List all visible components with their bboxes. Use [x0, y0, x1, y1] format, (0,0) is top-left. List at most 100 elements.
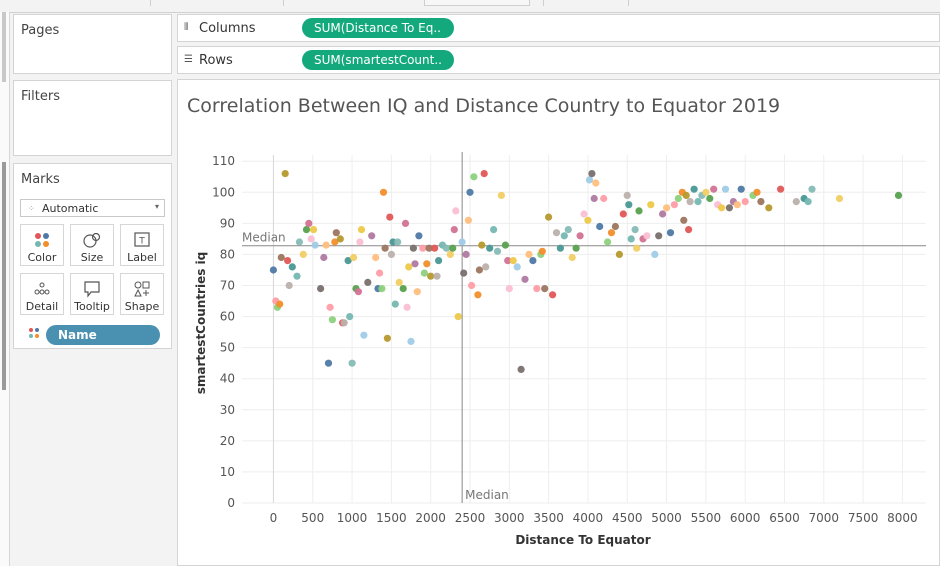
scatter-point[interactable]: [509, 257, 517, 265]
mark-type-dropdown[interactable]: ⁘ Automatic ▾: [20, 199, 165, 217]
scatter-point[interactable]: [757, 198, 765, 206]
scatter-point[interactable]: [541, 285, 549, 293]
scatter-point[interactable]: [560, 232, 568, 240]
label-button[interactable]: T Label: [120, 224, 164, 266]
scatter-point[interactable]: [568, 253, 576, 262]
scatter-point[interactable]: [435, 257, 443, 265]
scatter-point[interactable]: [466, 188, 474, 196]
scatter-point[interactable]: [706, 194, 714, 203]
scatter-point[interactable]: [493, 247, 502, 255]
scatter-point[interactable]: [517, 365, 525, 373]
scatter-point[interactable]: [427, 272, 435, 280]
rows-pill[interactable]: SUM(smartestCount..: [302, 50, 454, 70]
scatter-point[interactable]: [449, 244, 457, 252]
scatter-point[interactable]: [475, 266, 483, 274]
scatter-point[interactable]: [741, 198, 749, 206]
scatter-point[interactable]: [623, 191, 631, 199]
scatter-point[interactable]: [525, 250, 533, 258]
scatter-point[interactable]: [737, 185, 745, 193]
scatter-point[interactable]: [309, 226, 318, 234]
pages-card[interactable]: Pages: [13, 14, 172, 74]
scatter-point[interactable]: [529, 257, 537, 265]
scatter-point[interactable]: [470, 173, 478, 181]
data-points[interactable]: [269, 170, 903, 373]
scatter-point[interactable]: [276, 300, 284, 308]
scatter-point[interactable]: [285, 281, 293, 290]
scatter-point[interactable]: [663, 204, 671, 212]
color-button[interactable]: Color: [20, 224, 64, 266]
scatter-point[interactable]: [379, 188, 388, 196]
scatter-point[interactable]: [718, 204, 726, 212]
scatter-point[interactable]: [413, 288, 421, 296]
scatter-point[interactable]: [407, 337, 415, 345]
columns-pill[interactable]: SUM(Distance To Eq..: [302, 18, 454, 38]
scatter-point[interactable]: [894, 191, 903, 199]
scatter-point[interactable]: [733, 201, 741, 209]
scatter-point[interactable]: [659, 210, 667, 218]
scatter-point[interactable]: [281, 170, 289, 178]
scatter-point[interactable]: [399, 285, 407, 293]
scatter-point[interactable]: [348, 359, 356, 367]
scatter-point[interactable]: [420, 269, 428, 277]
scatter-point[interactable]: [710, 185, 718, 193]
scatter-point[interactable]: [381, 244, 389, 252]
scatter-point[interactable]: [269, 266, 277, 274]
scatter-point[interactable]: [549, 291, 557, 299]
scatter-point[interactable]: [464, 216, 472, 224]
scatter-point[interactable]: [458, 238, 466, 246]
scatter-point[interactable]: [584, 216, 592, 224]
scatter-point[interactable]: [401, 219, 410, 227]
scatter-point[interactable]: [643, 232, 651, 240]
scatter-point[interactable]: [403, 303, 411, 311]
scatter-point[interactable]: [552, 229, 561, 237]
scatter-point[interactable]: [808, 185, 816, 193]
detail-button[interactable]: Detail: [20, 273, 64, 315]
scatter-point[interactable]: [320, 253, 328, 262]
scatter-point[interactable]: [666, 229, 675, 237]
scatter-point[interactable]: [326, 303, 334, 311]
scatter-point[interactable]: [433, 272, 441, 280]
scatter-point[interactable]: [690, 185, 698, 193]
scatter-point[interactable]: [627, 235, 635, 243]
scatter-point[interactable]: [604, 238, 612, 246]
filters-card[interactable]: Filters: [13, 80, 172, 156]
scatter-point[interactable]: [394, 238, 402, 246]
scatter-point[interactable]: [293, 272, 301, 280]
scatter-point[interactable]: [564, 226, 572, 234]
scatter-point[interactable]: [702, 188, 710, 196]
scatter-point[interactable]: [344, 257, 352, 265]
scatter-point[interactable]: [777, 185, 785, 193]
scatter-point[interactable]: [360, 331, 368, 339]
scatter-point[interactable]: [356, 238, 364, 246]
scatter-point[interactable]: [533, 285, 541, 293]
scatter-point[interactable]: [590, 194, 598, 203]
scatter-point[interactable]: [765, 204, 773, 212]
scatter-point[interactable]: [450, 226, 458, 234]
scatter-point[interactable]: [504, 257, 512, 265]
left-scrollbar[interactable]: [0, 12, 10, 566]
scatter-point[interactable]: [395, 278, 403, 286]
scatter-point[interactable]: [364, 278, 372, 286]
scatter-point[interactable]: [368, 232, 376, 240]
scatter-point[interactable]: [350, 253, 358, 262]
scatter-point[interactable]: [633, 244, 641, 252]
scatter-point[interactable]: [452, 207, 460, 215]
tooltip-button[interactable]: Tooltip: [70, 273, 114, 315]
scatter-point[interactable]: [411, 260, 419, 268]
columns-shelf[interactable]: ⦀ Columns SUM(Distance To Eq..: [177, 14, 940, 42]
scatter-point[interactable]: [302, 226, 311, 234]
scatter-point[interactable]: [425, 244, 433, 252]
scatter-point[interactable]: [346, 313, 354, 321]
scatter-point[interactable]: [446, 250, 454, 258]
scatter-point[interactable]: [391, 300, 399, 308]
scatter-point[interactable]: [462, 250, 470, 258]
scatter-point[interactable]: [680, 216, 688, 224]
scatter-point[interactable]: [486, 244, 494, 252]
scatter-point[interactable]: [635, 207, 643, 215]
scatter-point[interactable]: [505, 285, 513, 293]
rows-shelf[interactable]: ☰ Rows SUM(smartestCount..: [177, 46, 940, 74]
scatter-point[interactable]: [685, 226, 693, 234]
scatter-point[interactable]: [442, 244, 450, 252]
scatter-point[interactable]: [376, 269, 384, 277]
scatter-point[interactable]: [538, 247, 546, 255]
